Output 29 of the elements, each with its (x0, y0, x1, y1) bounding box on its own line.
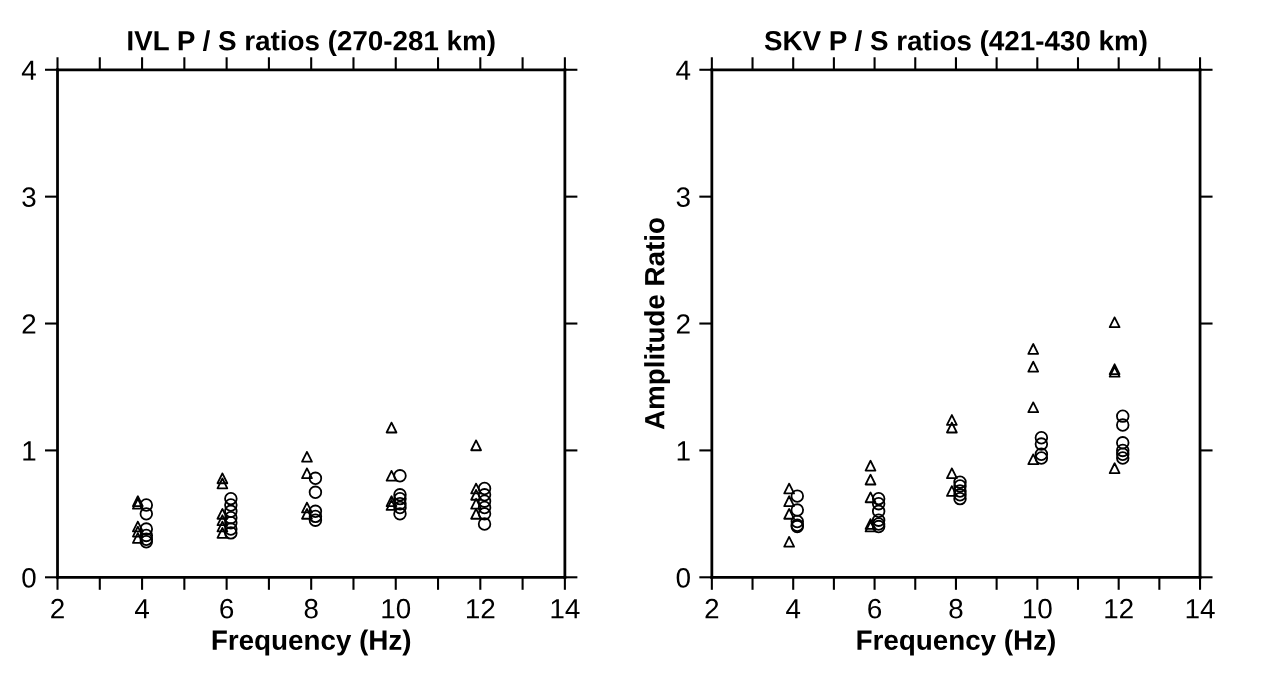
x-tick-label: 14 (1186, 599, 1215, 619)
x-tick-label: 8 (949, 598, 963, 619)
x-tick-label: 2 (705, 598, 719, 619)
y-tick-label: 4 (21, 60, 36, 80)
y-tick-label: 1 (677, 441, 690, 461)
y-tick-label: 0 (676, 567, 690, 588)
x-tick-label: 14 (551, 599, 580, 619)
y-axis-title: Amplitude Ratio (644, 218, 671, 430)
x-tick-label: 10 (1023, 598, 1052, 619)
y-tick-label: 1 (23, 441, 36, 461)
chart-title: SKV P / S ratios (421-430 km) (764, 30, 1147, 57)
y-tick-label: 3 (676, 187, 690, 207)
x-axis-title: Frequency (Hz) (857, 629, 1055, 656)
y-tick-label: 4 (676, 60, 691, 80)
x-tick-label: 12 (466, 598, 495, 619)
x-tick-label: 4 (786, 599, 801, 619)
x-tick-label: 2 (51, 598, 64, 619)
x-axis-title: Frequency (Hz) (212, 629, 411, 656)
x-tick-label: 12 (1105, 598, 1133, 619)
x-tick-label: 6 (220, 598, 234, 619)
x-tick-label: 8 (304, 598, 318, 619)
x-tick-label: 6 (868, 598, 882, 619)
x-tick-label: 10 (382, 598, 411, 619)
x-tick-label: 4 (134, 599, 149, 619)
y-tick-label: 0 (22, 567, 36, 588)
chart-title: IVL P / S ratios (270-281 km) (128, 30, 495, 57)
y-tick-label: 2 (676, 314, 690, 334)
y-tick-label: 2 (22, 314, 36, 334)
y-tick-label: 3 (22, 187, 36, 207)
